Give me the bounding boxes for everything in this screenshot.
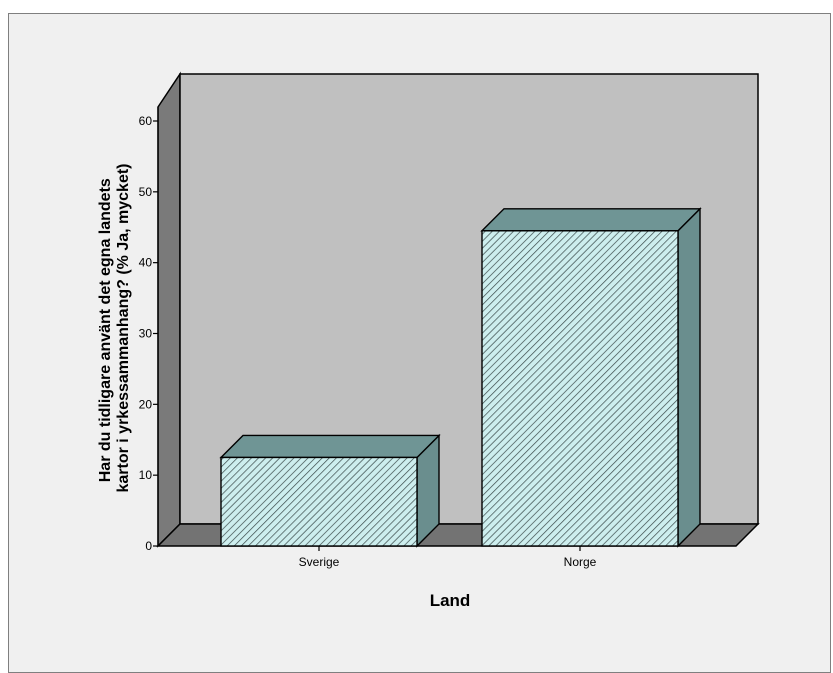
bar-norge bbox=[480, 207, 702, 548]
y-axis-ticks: 0 10 20 30 40 50 60 bbox=[139, 114, 158, 553]
x-axis-title: Land bbox=[430, 591, 471, 610]
bar-side-face bbox=[677, 207, 701, 548]
bar-top-face bbox=[480, 208, 702, 232]
bar-sverige bbox=[219, 433, 441, 548]
bar-chart: 0 10 20 30 40 50 60 Sverige Norge Land Har du t… bbox=[97, 71, 760, 610]
x-tick-label: Sverige bbox=[299, 555, 340, 569]
x-axis-ticks: Sverige Norge bbox=[299, 546, 597, 569]
y-tick-label: 0 bbox=[145, 539, 152, 553]
x-tick-label: Norge bbox=[564, 555, 597, 569]
y-tick-label: 40 bbox=[139, 256, 153, 270]
chart-side-wall bbox=[157, 71, 181, 548]
y-axis-title: Har du tidligare använt det egna landets… bbox=[97, 163, 132, 492]
chart-frame: 0 10 20 30 40 50 60 Sverige Norge Land Har du t… bbox=[8, 13, 831, 673]
y-tick-label: 10 bbox=[139, 468, 153, 482]
y-axis-title-line-1: Har du tidligare använt det egna landets bbox=[97, 178, 114, 482]
y-tick-label: 50 bbox=[139, 185, 153, 199]
bars-layer bbox=[219, 207, 702, 548]
bar-front-face bbox=[481, 230, 679, 547]
y-axis-title-line-2: kartor i yrkessammanhang? (% Ja, mycket) bbox=[115, 163, 132, 492]
y-tick-label: 60 bbox=[139, 114, 153, 128]
bar-front-face bbox=[220, 456, 418, 547]
y-tick-label: 20 bbox=[139, 397, 153, 411]
y-tick-label: 30 bbox=[139, 327, 153, 341]
bar-top-face bbox=[219, 434, 441, 459]
